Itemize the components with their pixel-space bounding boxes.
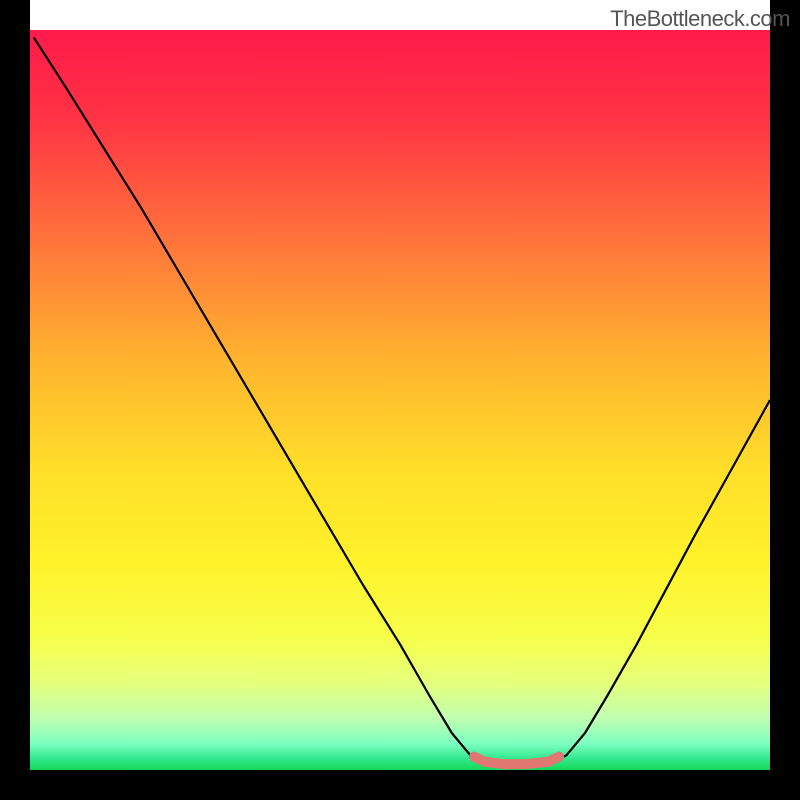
chart-container: TheBottleneck.com <box>0 0 800 800</box>
bottleneck-curve-chart <box>0 0 800 800</box>
frame-bottom <box>0 770 800 800</box>
watermark-text: TheBottleneck.com <box>610 6 790 32</box>
frame-left <box>0 0 30 800</box>
plot-background <box>30 30 770 770</box>
frame-right <box>770 0 800 800</box>
